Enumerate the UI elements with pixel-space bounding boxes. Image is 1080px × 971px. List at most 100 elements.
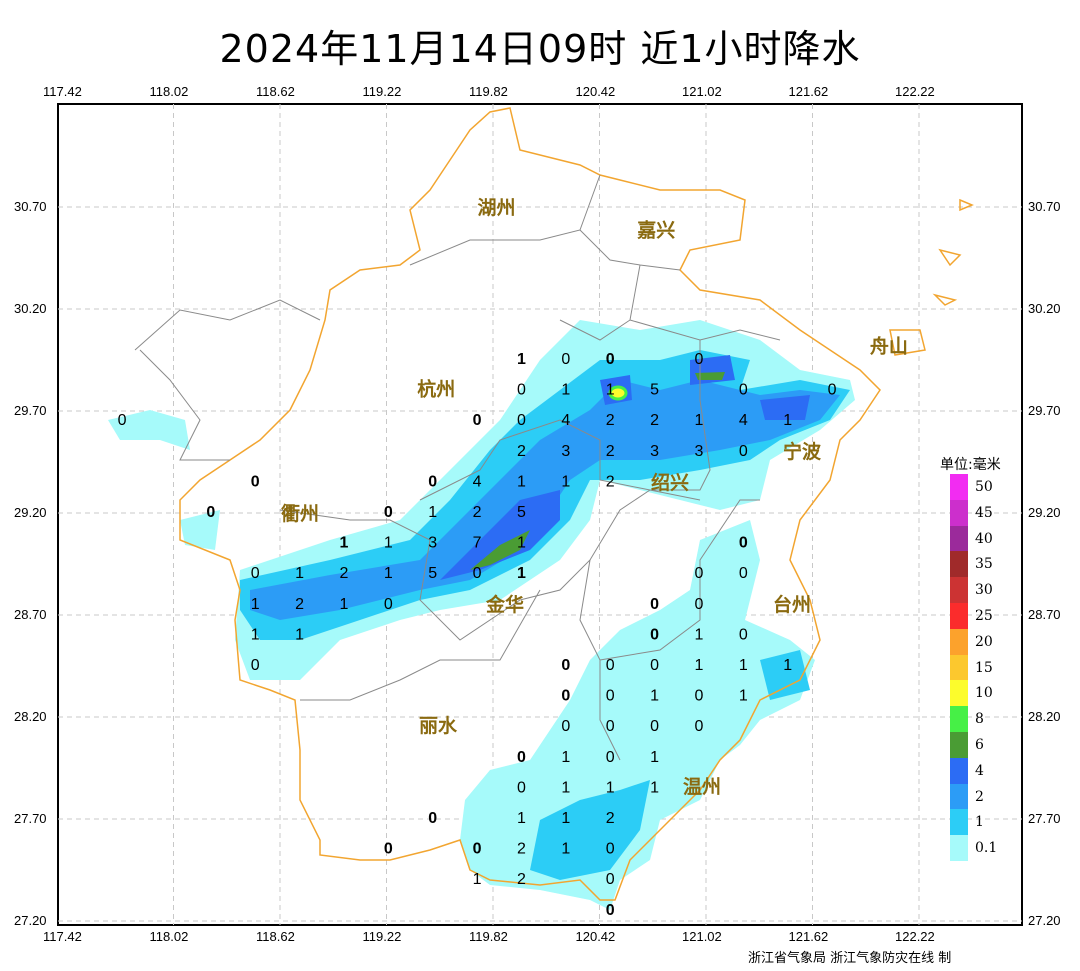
lat-tick-right: 29.70 xyxy=(1028,403,1061,418)
lon-tick-top: 121.02 xyxy=(682,84,722,99)
station-value: 2 xyxy=(650,412,659,429)
lat-tick-right: 29.20 xyxy=(1028,505,1061,520)
station-value: 1 xyxy=(517,473,526,490)
station-value: 2 xyxy=(606,473,615,490)
station-value: 1 xyxy=(694,657,703,674)
station-value: 0 xyxy=(606,902,615,919)
station-value: 0 xyxy=(739,382,748,399)
city-label: 绍兴 xyxy=(651,471,689,494)
station-value: 5 xyxy=(428,565,437,582)
city-label: 衢州 xyxy=(281,502,319,525)
station-value: 1 xyxy=(694,626,703,643)
station-value: 1 xyxy=(517,535,526,552)
legend-swatch xyxy=(950,551,968,578)
station-value: 0 xyxy=(694,688,703,705)
zhoushan-islands xyxy=(889,198,974,356)
station-value: 0 xyxy=(606,841,615,858)
station-value: 1 xyxy=(783,657,792,674)
station-value: 0 xyxy=(428,473,437,490)
legend-swatch xyxy=(950,474,968,500)
station-value: 2 xyxy=(339,565,348,582)
lat-tick-left: 30.20 xyxy=(14,301,47,316)
legend-swatch xyxy=(950,757,968,784)
city-label: 杭州 xyxy=(417,378,455,401)
precip-10-spot xyxy=(608,385,628,401)
station-value: 0 xyxy=(606,351,615,368)
station-value: 0 xyxy=(694,351,703,368)
station-value: 1 xyxy=(739,688,748,705)
map-title: 2024年11月14日09时 近1小时降水 xyxy=(219,27,861,71)
station-value: 1 xyxy=(739,657,748,674)
station-value: 0 xyxy=(606,688,615,705)
lon-tick-bottom: 120.42 xyxy=(575,929,616,944)
legend-label: 45 xyxy=(975,504,993,521)
station-value: 4 xyxy=(561,412,570,429)
station-value: 1 xyxy=(517,810,526,827)
station-value: 2 xyxy=(606,412,615,429)
lon-tick-bottom: 118.62 xyxy=(256,929,295,944)
station-value: 0 xyxy=(517,749,526,766)
legend-swatch xyxy=(950,835,968,862)
station-value: 0 xyxy=(650,657,659,674)
station-value: 0 xyxy=(739,535,748,552)
station-value: 0 xyxy=(606,749,615,766)
legend-swatch xyxy=(950,603,968,629)
lon-tick-top: 117.42 xyxy=(43,84,82,99)
station-value: 0 xyxy=(206,504,215,521)
province-boundary xyxy=(179,107,881,901)
station-value: 0 xyxy=(606,871,615,888)
lat-tick-left: 29.70 xyxy=(14,403,47,418)
station-value: 0 xyxy=(251,657,260,674)
station-value: 0 xyxy=(694,565,703,582)
city-label: 金华 xyxy=(485,593,524,616)
city-boundaries xyxy=(134,174,781,761)
station-value: 1 xyxy=(650,779,659,796)
legend-swatch xyxy=(950,628,968,655)
station-value: 2 xyxy=(606,810,615,827)
legend-label: 1 xyxy=(975,814,984,831)
lon-tick-top: 119.22 xyxy=(362,84,402,99)
station-value: 1 xyxy=(561,779,570,796)
station-value: 1 xyxy=(783,412,792,429)
station-value: 2 xyxy=(517,841,526,858)
lon-tick-bottom: 117.42 xyxy=(43,929,82,944)
lat-tick-left: 28.70 xyxy=(14,607,47,622)
station-value: 0 xyxy=(561,657,570,674)
station-value: 0 xyxy=(473,841,482,858)
lon-tick-bottom: 118.02 xyxy=(149,929,189,944)
legend-swatch xyxy=(950,706,968,733)
legend-label: 4 xyxy=(975,762,984,779)
lon-tick-top: 120.42 xyxy=(575,84,616,99)
station-value: 0 xyxy=(739,443,748,460)
station-value: 0 xyxy=(650,626,659,643)
station-value: 0 xyxy=(606,657,615,674)
city-label: 丽水 xyxy=(419,715,458,737)
city-label: 温州 xyxy=(683,776,721,798)
station-value: 0 xyxy=(650,718,659,735)
station-value: 0 xyxy=(473,412,482,429)
city-label: 湖州 xyxy=(478,197,516,219)
legend-label: 15 xyxy=(975,659,993,676)
station-value: 4 xyxy=(739,412,748,429)
legend-label: 8 xyxy=(975,711,984,728)
station-value: 1 xyxy=(428,504,437,521)
station-value: 0 xyxy=(251,473,260,490)
station-value: 1 xyxy=(561,810,570,827)
station-value: 0 xyxy=(517,779,526,796)
station-value: 1 xyxy=(384,535,393,552)
station-value: 0 xyxy=(473,565,482,582)
station-value: 4 xyxy=(473,473,482,490)
legend-label: 40 xyxy=(975,530,993,547)
station-value: 5 xyxy=(650,382,659,399)
station-value: 0 xyxy=(517,412,526,429)
legend-item: 40 xyxy=(950,525,1020,552)
lat-tick-left: 27.70 xyxy=(14,811,47,826)
station-value: 3 xyxy=(561,443,570,460)
station-value: 5 xyxy=(517,504,526,521)
legend-label: 50 xyxy=(975,479,993,495)
city-label: 宁波 xyxy=(783,440,822,463)
legend-label: 20 xyxy=(975,633,993,650)
station-value: 1 xyxy=(473,871,482,888)
